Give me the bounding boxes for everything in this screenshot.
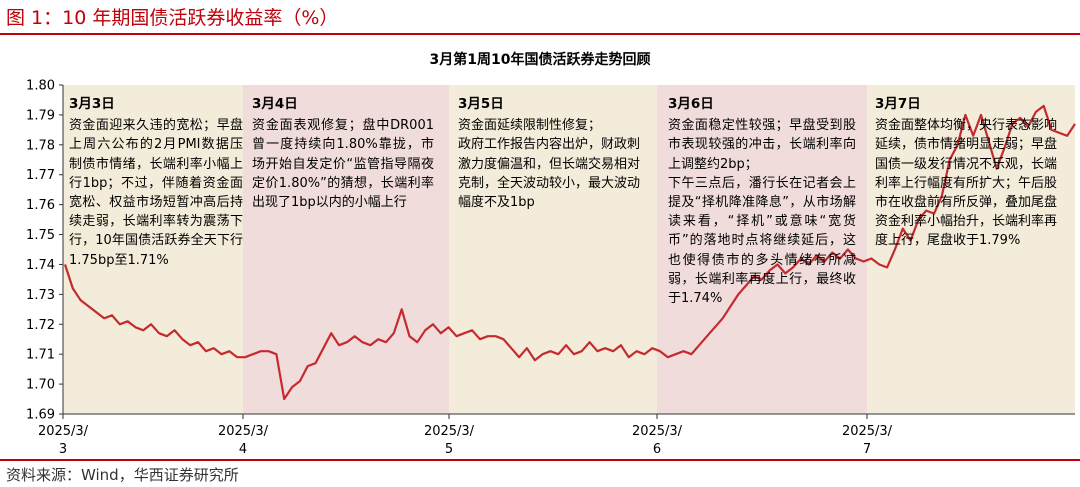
y-tick-label: 1.77 <box>26 168 55 183</box>
y-tick-label: 1.73 <box>26 288 55 303</box>
x-tick-label: 5 <box>445 442 453 457</box>
annotation-day-1: 3月3日 资金面迎来久违的宽松；早盘上周六公布的2月PMI数据压制债市情绪，长端… <box>69 95 243 270</box>
day-band <box>449 85 657 414</box>
annotation-date: 3月5日 <box>458 96 504 112</box>
x-tick-label: 2025/3/ <box>424 424 475 439</box>
day-band <box>657 85 867 414</box>
day-band <box>867 85 1075 414</box>
x-tick-label: 7 <box>863 442 871 457</box>
y-tick-label: 1.72 <box>26 318 55 333</box>
annotation-text: 资金面迎来久违的宽松；早盘上周六公布的2月PMI数据压制债市情绪，长端利率小幅上… <box>69 118 243 268</box>
day-band <box>63 85 243 414</box>
y-tick-label: 1.69 <box>26 408 55 423</box>
annotation-text: 资金面延续限制性修复； <box>458 118 602 134</box>
bottom-rule <box>0 459 1080 461</box>
annotation-text: 政府工作报告内容出炉，财政刺激力度偏温和，但长端交易相对克制，全天波动较小，最大… <box>458 137 641 211</box>
annotation-date: 3月7日 <box>875 96 921 112</box>
x-tick-label: 2025/3/ <box>632 424 683 439</box>
y-tick-label: 1.74 <box>26 258 55 273</box>
annotation-day-3: 3月5日 资金面延续限制性修复； 政府工作报告内容出炉，财政刺激力度偏温和，但长… <box>458 95 640 212</box>
annotation-text: 资金面表观修复；盘中DR001曾一度持续向1.80%靠拢，市场开始自发定价“监管… <box>252 118 434 211</box>
annotation-day-5: 3月7日 资金面整体均衡，央行表态影响延续，债市情绪明显走弱；早盘国债一级发行情… <box>875 95 1057 251</box>
y-tick-label: 1.75 <box>26 228 55 243</box>
x-tick-label: 2025/3/ <box>842 424 893 439</box>
x-tick-label: 2025/3/ <box>38 424 89 439</box>
x-tick-label: 6 <box>653 442 661 457</box>
y-tick-label: 1.71 <box>26 348 55 363</box>
chart-title: 3月第1周10年国债活跃券走势回顾 <box>429 52 651 68</box>
annotation-text: 资金面整体均衡，央行表态影响延续，债市情绪明显走弱；早盘国债一级发行情况不乐观，… <box>875 118 1058 249</box>
annotation-text: 下午三点后，潘行长在记者会上提及“择机降准降息”，从市场解读来看，“择机”或意味… <box>668 175 856 307</box>
source-note: 资料来源：Wind，华西证券研究所 <box>6 466 239 484</box>
x-tick-label: 3 <box>59 442 67 457</box>
y-tick-label: 1.79 <box>26 108 55 123</box>
annotation-day-4: 3月6日 资金面稳定性较强；早盘受到股市表现较强的冲击，长端利率向上调整约2bp… <box>668 95 856 308</box>
y-tick-label: 1.80 <box>26 79 55 94</box>
y-tick-label: 1.78 <box>26 138 55 153</box>
top-rule <box>0 33 1080 35</box>
figure-title: 图 1：10 年期国债活跃券收益率（%） <box>6 7 339 29</box>
x-tick-label: 4 <box>239 442 247 457</box>
y-tick-label: 1.76 <box>26 198 55 213</box>
annotation-date: 3月3日 <box>69 96 115 112</box>
annotation-date: 3月4日 <box>252 96 298 112</box>
y-tick-label: 1.70 <box>26 378 55 393</box>
annotation-date: 3月6日 <box>668 96 714 112</box>
x-tick-label: 2025/3/ <box>218 424 269 439</box>
annotation-text: 资金面稳定性较强；早盘受到股市表现较强的冲击，长端利率向上调整约2bp； <box>668 118 856 172</box>
series-line <box>63 104 1076 401</box>
annotation-day-2: 3月4日 资金面表观修复；盘中DR001曾一度持续向1.80%靠拢，市场开始自发… <box>252 95 434 212</box>
